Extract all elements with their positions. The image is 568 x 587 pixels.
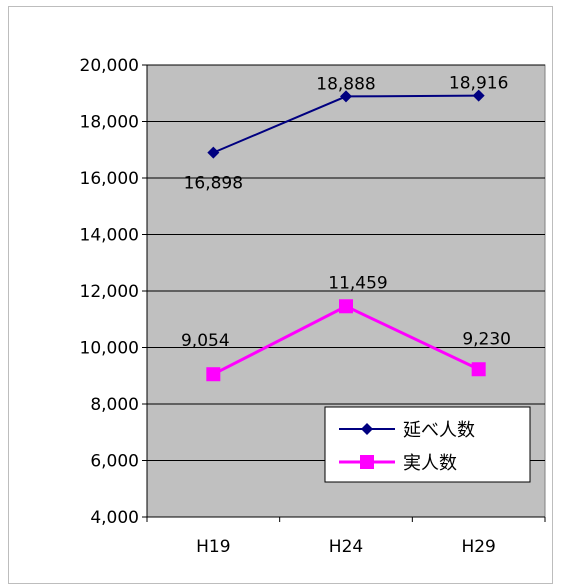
diamond-marker <box>472 89 485 102</box>
y-tick-label: 10,000 <box>80 339 139 359</box>
diamond-marker <box>207 146 220 159</box>
data-label: 11,459 <box>328 273 387 293</box>
y-tick-label: 18,000 <box>80 113 139 133</box>
y-tick-label: 12,000 <box>80 282 139 302</box>
legend-label: 延べ人数 <box>403 420 475 441</box>
data-label: 18,888 <box>316 74 375 94</box>
diamond-marker <box>340 90 352 103</box>
x-tick-label: H24 <box>329 537 363 557</box>
data-labels: 16,898 18,888 18,916 9,054 11,459 9,230 <box>181 74 511 352</box>
y-tick-label: 14,000 <box>80 226 139 246</box>
axes <box>142 64 546 522</box>
y-tick-labels: 4,000 6,000 8,000 10,000 12,000 14,000 16,000 1… <box>80 56 139 528</box>
legend-label: 実人数 <box>403 453 457 474</box>
legend-box <box>324 406 531 483</box>
x-tick-labels: H19 H24 H29 <box>196 537 496 557</box>
y-tick-label: 16,000 <box>80 169 139 189</box>
y-tick-label: 8,000 <box>90 395 139 415</box>
legend-diamond-marker <box>361 423 373 435</box>
x-tick-label: H19 <box>196 537 230 557</box>
square-marker <box>339 299 353 314</box>
gridlines <box>147 64 545 461</box>
y-tick-label: 6,000 <box>90 452 139 472</box>
y-tick-label: 4,000 <box>90 508 139 528</box>
data-label: 9,054 <box>181 331 230 351</box>
square-marker <box>471 362 486 377</box>
series-group <box>206 89 486 382</box>
y-tick-label: 20,000 <box>80 56 139 76</box>
data-label: 18,916 <box>449 74 508 94</box>
data-label: 16,898 <box>184 174 243 194</box>
legend-square-marker <box>360 455 374 469</box>
data-label: 9,230 <box>462 329 511 349</box>
square-marker <box>206 367 221 382</box>
x-tick-label: H29 <box>461 537 495 557</box>
